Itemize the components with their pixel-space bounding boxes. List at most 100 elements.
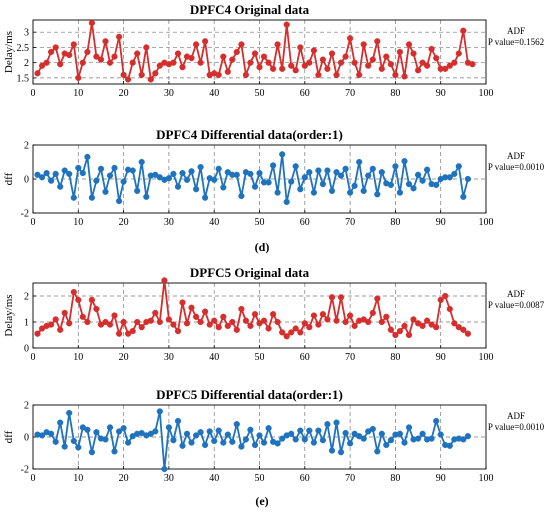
data-point xyxy=(419,59,426,66)
data-point xyxy=(88,449,96,456)
data-point xyxy=(396,189,404,196)
data-point xyxy=(138,71,145,79)
x-tick-label: 80 xyxy=(390,473,400,484)
data-point xyxy=(106,424,114,431)
data-point xyxy=(143,193,150,200)
x-tick-label: 90 xyxy=(436,88,446,99)
data-point xyxy=(374,191,381,198)
data-point xyxy=(165,424,173,431)
data-point xyxy=(233,326,240,333)
data-point xyxy=(75,444,82,451)
data-point xyxy=(183,430,191,437)
x-tick-label: 50 xyxy=(255,473,265,484)
x-tick-label: 60 xyxy=(300,88,310,99)
data-point xyxy=(179,442,186,449)
y-tick-label: 2.5 xyxy=(17,43,30,54)
data-point xyxy=(274,318,281,326)
data-point xyxy=(138,324,145,331)
data-point xyxy=(396,48,404,56)
data-point xyxy=(442,65,449,72)
data-point xyxy=(301,174,308,181)
data-point xyxy=(464,175,472,183)
data-point xyxy=(174,50,182,57)
data-point xyxy=(129,59,136,66)
data-point xyxy=(188,439,195,446)
data-point xyxy=(415,435,422,442)
data-point xyxy=(202,38,209,45)
data-point xyxy=(265,425,272,432)
data-point xyxy=(115,428,123,435)
data-point xyxy=(247,322,254,330)
data-point xyxy=(328,447,336,454)
data-point xyxy=(292,67,299,74)
data-point xyxy=(70,41,77,48)
data-point xyxy=(174,417,182,425)
data-point xyxy=(197,59,204,66)
data-point xyxy=(161,465,168,473)
data-point xyxy=(288,430,295,437)
data-point xyxy=(424,166,431,173)
data-point xyxy=(333,419,340,426)
data-point xyxy=(57,419,64,426)
data-point xyxy=(170,321,177,328)
data-point xyxy=(47,321,55,328)
chart-title: DPFC4 Differential data(order:1) xyxy=(156,127,343,142)
x-tick-label: 80 xyxy=(390,352,400,363)
data-point xyxy=(270,311,277,318)
data-point xyxy=(415,67,422,74)
data-point xyxy=(115,33,123,40)
data-point xyxy=(70,194,77,201)
data-point xyxy=(143,44,150,51)
data-point xyxy=(52,316,59,323)
data-point xyxy=(424,317,431,324)
data-point xyxy=(183,320,191,327)
data-point xyxy=(102,38,109,45)
data-point xyxy=(333,317,340,324)
data-point xyxy=(455,50,462,57)
data-point xyxy=(347,35,354,42)
data-point xyxy=(369,309,376,317)
data-point xyxy=(306,427,313,434)
data-point xyxy=(66,170,73,178)
chart-0: DPFC4 Original data 0 10 20 30 40 50 60 70 80 90 10… xyxy=(3,2,544,99)
data-point xyxy=(265,325,272,332)
data-point xyxy=(315,321,322,328)
data-point xyxy=(61,309,68,317)
data-point xyxy=(120,178,127,185)
data-point xyxy=(242,71,250,79)
data-point xyxy=(396,328,404,335)
data-point xyxy=(392,331,399,339)
data-point xyxy=(93,53,100,60)
data-point xyxy=(319,181,327,188)
x-tick-label: 70 xyxy=(345,88,355,99)
data-point xyxy=(111,53,118,60)
data-point xyxy=(34,330,41,337)
data-point xyxy=(106,172,114,179)
data-point xyxy=(229,438,236,445)
data-point xyxy=(183,176,191,183)
data-point xyxy=(165,175,173,182)
data-point xyxy=(111,164,118,172)
data-point xyxy=(251,311,259,318)
data-point xyxy=(374,448,381,455)
data-point xyxy=(66,51,73,59)
data-point xyxy=(383,313,390,320)
data-point xyxy=(229,318,236,326)
x-tick-label: 80 xyxy=(390,88,400,99)
data-point xyxy=(324,65,331,72)
y-tick-label: 0 xyxy=(24,175,29,186)
data-point xyxy=(464,433,472,440)
data-point xyxy=(260,439,268,446)
data-point xyxy=(61,167,68,174)
data-point xyxy=(70,437,77,445)
x-tick-label: 90 xyxy=(436,352,446,363)
x-tick-label: 70 xyxy=(345,473,355,484)
data-point xyxy=(297,186,304,193)
data-point xyxy=(38,62,46,69)
chart-1: DPFC4 Differential data(order:1)0 10 20 30 4… xyxy=(3,127,545,228)
data-point xyxy=(61,443,68,450)
data-point xyxy=(125,330,132,337)
data-point xyxy=(342,318,349,326)
data-point xyxy=(301,320,308,327)
data-point xyxy=(460,27,467,34)
